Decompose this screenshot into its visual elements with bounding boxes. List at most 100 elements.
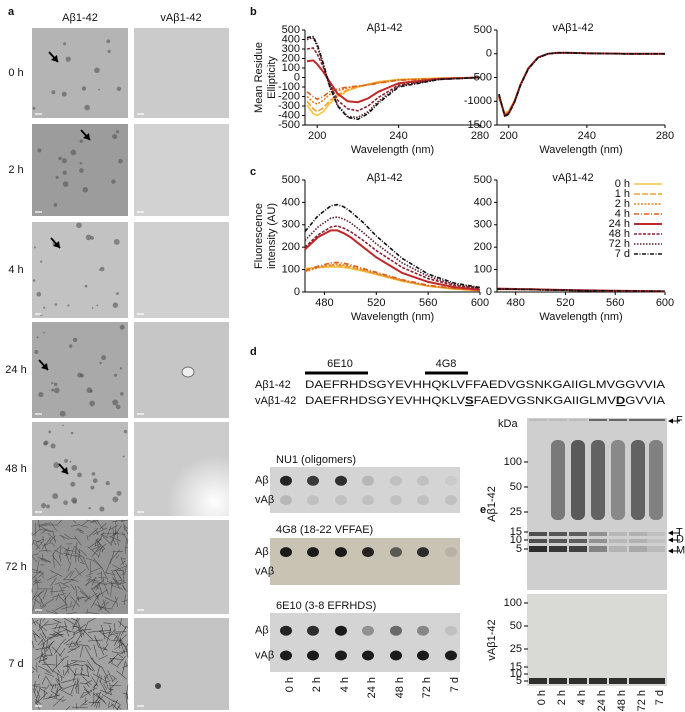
fibril	[79, 645, 84, 658]
fibril	[31, 617, 37, 626]
aggregate	[86, 387, 93, 393]
fibril	[86, 579, 90, 586]
aggregate	[122, 455, 125, 458]
fibril	[57, 519, 62, 525]
aggregate	[36, 291, 42, 297]
arrow-head	[53, 241, 60, 248]
fibril	[111, 675, 118, 680]
fibril	[59, 546, 62, 559]
fibril	[88, 630, 103, 633]
x-tick-label: 280	[656, 130, 674, 142]
marker-label: 100	[504, 456, 522, 468]
aggregate	[155, 683, 161, 689]
y-tick-label: -200	[278, 90, 300, 102]
aggregate	[32, 279, 36, 282]
fibril	[37, 523, 48, 531]
fibril	[80, 549, 87, 557]
aggregate	[65, 56, 71, 62]
dot	[390, 625, 402, 636]
series-line	[306, 59, 481, 104]
legend-label: 24 h	[609, 218, 630, 230]
fibril	[64, 668, 69, 676]
lane-label: 72 h	[636, 690, 648, 711]
fibril	[82, 621, 89, 636]
dot	[445, 625, 457, 636]
fibril	[117, 620, 127, 629]
fibril	[109, 657, 123, 660]
y-tick-label: -300	[278, 100, 300, 112]
fibril	[84, 687, 98, 694]
fibril	[101, 548, 105, 553]
fibril	[79, 699, 88, 707]
smear	[611, 440, 625, 520]
fibril	[100, 605, 110, 614]
aggregate	[33, 246, 36, 249]
dot	[362, 625, 374, 636]
dot	[307, 495, 319, 506]
fibril	[79, 524, 89, 528]
fibril	[45, 670, 52, 675]
aggregate	[55, 175, 59, 180]
fibril	[108, 535, 121, 542]
fibril	[109, 531, 119, 538]
y-tick-label: 300	[282, 219, 300, 231]
aggregate	[34, 349, 39, 354]
blot-label: vAβ1-42	[486, 619, 498, 660]
fibril	[63, 636, 74, 645]
chart-title: Aβ1-42	[367, 172, 403, 184]
fibril	[40, 598, 55, 608]
marker-label: 25	[510, 506, 522, 518]
dot	[417, 650, 429, 661]
fibril	[32, 598, 37, 611]
aggregate	[41, 503, 47, 509]
legend-label: 2 h	[615, 198, 630, 210]
y-tick-label: 200	[282, 241, 300, 253]
aggregate	[116, 130, 120, 134]
fibril	[90, 696, 101, 707]
fibril	[109, 632, 119, 636]
aggregate	[54, 387, 60, 394]
fibril	[117, 655, 126, 666]
fibril	[44, 661, 54, 673]
y-axis-label: intensity (AU)	[266, 203, 278, 269]
band	[589, 539, 607, 543]
fibril	[81, 628, 93, 640]
fibril	[58, 555, 62, 562]
fibril	[103, 683, 108, 690]
fibril	[44, 550, 52, 552]
fibril	[93, 580, 104, 590]
aggregate	[69, 460, 72, 463]
row-label: 0 h	[8, 67, 23, 79]
fibril	[70, 681, 76, 695]
fibril	[122, 599, 129, 603]
blot-row-label: vAβ	[255, 649, 274, 661]
series-line	[306, 47, 481, 112]
fibril	[104, 675, 109, 689]
fibril	[42, 589, 48, 600]
fibril	[74, 567, 82, 576]
fibril	[93, 558, 102, 569]
fibril	[42, 663, 56, 666]
aggregate	[112, 496, 119, 503]
fibril	[116, 582, 126, 586]
fibril	[122, 665, 129, 669]
fibril	[31, 620, 39, 624]
aggregate	[54, 303, 58, 306]
fibril	[70, 595, 80, 607]
fibril	[102, 599, 107, 611]
fibril	[101, 600, 106, 606]
dot	[445, 475, 457, 486]
x-tick-label: 480	[315, 297, 333, 309]
fibril	[106, 628, 112, 644]
band-arrow-head	[668, 548, 673, 554]
fibril	[92, 673, 107, 682]
fibril	[72, 617, 78, 630]
fibril	[54, 683, 56, 689]
fibril	[36, 689, 40, 697]
dot	[417, 495, 429, 506]
fibril	[85, 557, 95, 561]
x-tick-label: 480	[506, 297, 524, 309]
fibril	[125, 695, 129, 710]
dot	[335, 547, 347, 558]
band	[609, 539, 627, 543]
